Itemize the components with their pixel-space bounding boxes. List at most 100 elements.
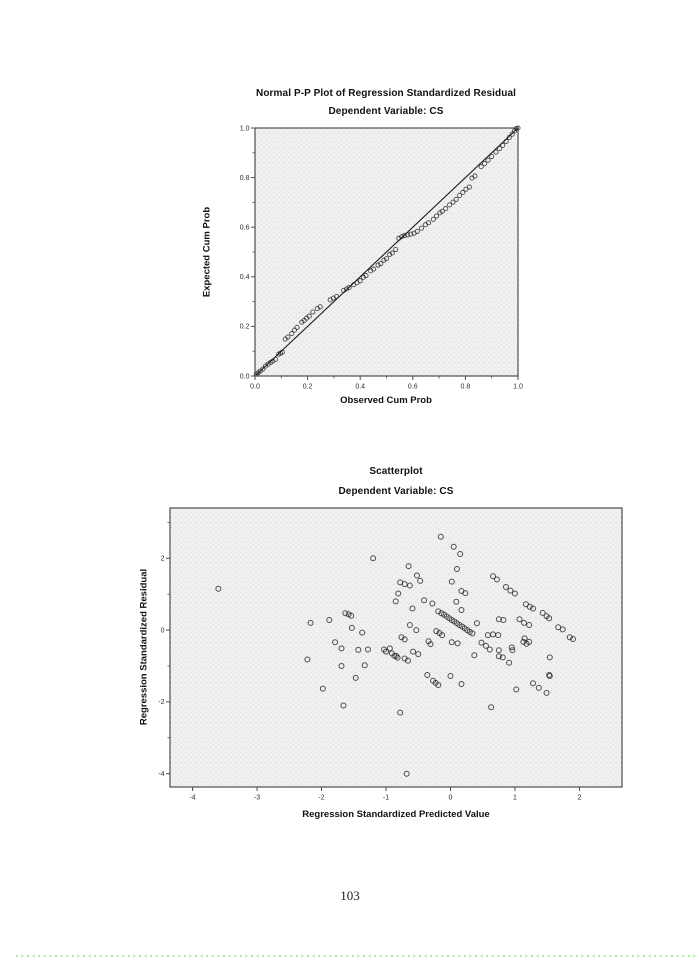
data-point: [346, 284, 352, 291]
x-tick-label: 1.0: [513, 384, 523, 391]
data-point: [516, 616, 523, 623]
data-point: [443, 206, 449, 212]
y-tick-label: 0.6: [240, 225, 250, 232]
data-point: [388, 650, 395, 657]
data-point: [509, 647, 516, 654]
data-point: [495, 647, 502, 654]
data-point: [340, 702, 347, 709]
data-point: [473, 620, 480, 627]
data-point: [490, 573, 497, 580]
data-point: [463, 186, 469, 192]
scatterplot-title: Scatterplot: [369, 466, 423, 477]
y-tick-label: 0: [161, 627, 165, 634]
data-point: [433, 213, 440, 219]
data-point: [458, 680, 465, 687]
x-axis: 0.0 0.2 0.4 0.6 0.8 1.0: [250, 376, 523, 391]
data-point: [523, 640, 530, 647]
data-point: [457, 550, 464, 557]
data-point: [530, 605, 537, 612]
data-point: [526, 603, 533, 610]
data-point: [401, 636, 408, 643]
data-point: [570, 636, 576, 643]
data-point: [421, 597, 428, 604]
data-point: [520, 638, 527, 645]
data-point: [429, 600, 436, 607]
data-point: [386, 645, 393, 652]
page-number: 103: [340, 888, 360, 903]
y-axis: -4 -2 0 2: [158, 521, 170, 778]
data-point: [439, 632, 446, 639]
data-point: [289, 331, 295, 337]
data-point: [482, 161, 488, 167]
scatterplot-y-axis-label: Regression Standardized Residual: [138, 568, 150, 726]
data-point: [399, 234, 405, 240]
data-point: [546, 615, 553, 622]
data-point: [348, 624, 355, 631]
y-tick-label: 0.0: [240, 373, 250, 380]
y-tick-label: -4: [158, 771, 164, 778]
x-tick-label: 0.6: [408, 384, 418, 391]
data-point: [401, 233, 407, 239]
data-points: [253, 125, 521, 377]
data-point: [359, 629, 366, 636]
data-point: [343, 286, 350, 292]
data-point: [383, 256, 390, 262]
data-point: [471, 652, 478, 659]
data-point: [405, 563, 412, 570]
data-point: [433, 628, 440, 635]
data-point: [503, 138, 509, 144]
data-point: [539, 609, 546, 616]
data-point: [381, 257, 387, 263]
data-point: [215, 585, 222, 592]
data-point: [457, 192, 463, 199]
data-point: [375, 262, 381, 268]
data-point: [342, 610, 349, 617]
y-tick-label: 1.0: [240, 125, 250, 132]
data-point: [285, 334, 291, 340]
data-point: [435, 608, 442, 615]
x-axis: -4 -3 -2 -1 0 1 2: [189, 787, 581, 802]
data-point: [493, 149, 499, 155]
data-point: [332, 639, 339, 646]
data-point: [326, 617, 333, 624]
data-point: [486, 646, 493, 653]
data-point: [414, 228, 420, 234]
y-tick-label: -2: [158, 699, 164, 706]
data-point: [478, 639, 485, 646]
data-point: [543, 689, 550, 696]
data-point: [319, 685, 326, 692]
data-point: [393, 246, 399, 253]
data-point: [409, 605, 416, 612]
data-point: [341, 287, 347, 293]
data-point: [499, 654, 506, 661]
data-point: [520, 619, 527, 626]
data-point: [272, 356, 279, 362]
data-point: [478, 164, 484, 170]
data-point: [413, 627, 420, 634]
data-point: [546, 673, 553, 680]
data-point: [310, 309, 316, 315]
data-point: [306, 313, 312, 319]
pp-plot-title: Normal P-P Plot of Regression Standardiz…: [256, 88, 516, 99]
data-point: [500, 142, 506, 148]
data-point: [559, 626, 566, 633]
data-point: [403, 770, 410, 777]
data-point: [454, 640, 461, 647]
x-tick-label: 0.4: [355, 384, 365, 391]
data-point: [447, 202, 453, 208]
data-point: [462, 590, 469, 597]
data-point: [370, 555, 377, 562]
data-point: [406, 622, 413, 629]
data-point: [406, 582, 413, 589]
data-point: [371, 266, 377, 272]
data-point: [450, 543, 457, 550]
data-point: [460, 189, 466, 196]
data-point: [418, 225, 425, 231]
data-point: [357, 278, 363, 284]
plot-area: [170, 508, 622, 787]
data-point: [495, 653, 502, 660]
data-point: [417, 577, 424, 584]
x-tick-label: -1: [383, 795, 389, 802]
y-tick-label: 0.8: [240, 175, 250, 182]
x-tick-label: -2: [318, 795, 324, 802]
